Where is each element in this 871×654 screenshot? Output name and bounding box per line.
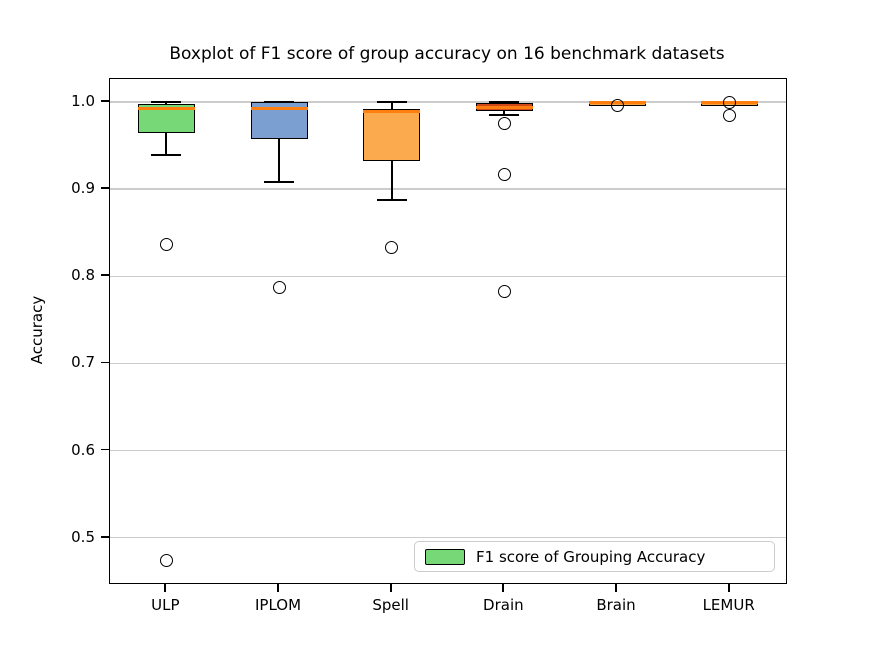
outlier-point — [159, 238, 173, 252]
outlier-point — [159, 553, 173, 567]
outlier-point — [497, 167, 511, 181]
gridline — [110, 101, 786, 103]
outlier-point — [385, 241, 399, 255]
gridline — [110, 275, 786, 277]
legend-label: F1 score of Grouping Accuracy — [476, 547, 706, 566]
whisker-cap-lower — [264, 181, 294, 184]
whisker-lower — [390, 161, 393, 201]
whisker-cap-upper — [264, 101, 294, 103]
y-tick-mark — [101, 100, 109, 102]
x-tick-label: Spell — [372, 595, 409, 614]
y-tick-mark — [101, 448, 109, 451]
x-tick-mark — [164, 583, 167, 592]
y-tick-label: 0.8 — [71, 266, 95, 285]
whisker-lower — [278, 139, 280, 183]
y-tick-label: 1.0 — [71, 92, 95, 110]
whisker-lower — [503, 111, 506, 115]
y-tick-mark — [101, 361, 109, 364]
outlier-point — [610, 99, 624, 113]
gridline — [110, 536, 786, 539]
legend-swatch — [425, 548, 465, 565]
x-tick-mark — [389, 583, 392, 592]
y-tick-label: 0.7 — [71, 353, 95, 372]
median-line — [475, 105, 533, 109]
y-tick-label: 0.9 — [71, 179, 95, 198]
whisker-upper — [390, 102, 393, 110]
y-axis: 1.0 0.9 0.8 0.7 0.6 0.5 — [0, 78, 109, 582]
whisker-cap-lower — [376, 199, 407, 202]
whisker-cap-upper — [376, 101, 407, 104]
gridline — [110, 188, 786, 190]
plot-area — [109, 78, 787, 584]
median-line — [250, 106, 308, 110]
y-tick-mark — [101, 535, 109, 538]
x-tick-label: Brain — [596, 595, 636, 614]
y-tick-label: 0.6 — [71, 440, 95, 459]
x-tick-label: ULP — [151, 595, 180, 614]
y-tick-label: 0.5 — [71, 527, 95, 546]
outlier-point — [723, 95, 737, 109]
x-tick-mark — [502, 583, 505, 592]
x-tick-mark — [727, 583, 730, 592]
y-tick-mark — [101, 274, 109, 277]
gridline — [110, 362, 786, 365]
x-axis: ULP IPLOM Spell Drain Brain LEMUR — [109, 583, 785, 634]
outlier-point — [723, 109, 737, 123]
x-tick-mark — [277, 583, 279, 592]
x-tick-label: IPLOM — [254, 595, 302, 614]
x-tick-mark — [615, 583, 617, 592]
y-tick-mark — [101, 187, 109, 190]
outlier-point — [497, 284, 511, 298]
gridline — [110, 449, 786, 452]
x-tick-label: Drain — [483, 595, 524, 614]
outlier-point — [272, 281, 286, 295]
x-tick-label: LEMUR — [702, 595, 755, 614]
outlier-point — [497, 117, 511, 131]
box-spell — [363, 109, 421, 162]
whisker-cap-upper — [151, 101, 182, 103]
whisker-cap-lower — [489, 113, 520, 116]
whisker-cap-upper — [489, 101, 520, 103]
whisker-lower — [165, 133, 168, 156]
chart-title: Boxplot of F1 score of group accuracy on… — [169, 44, 725, 64]
whisker-cap-lower — [151, 154, 182, 157]
legend: F1 score of Grouping Accuracy — [414, 541, 775, 572]
median-line — [137, 107, 195, 111]
median-line — [363, 110, 421, 114]
